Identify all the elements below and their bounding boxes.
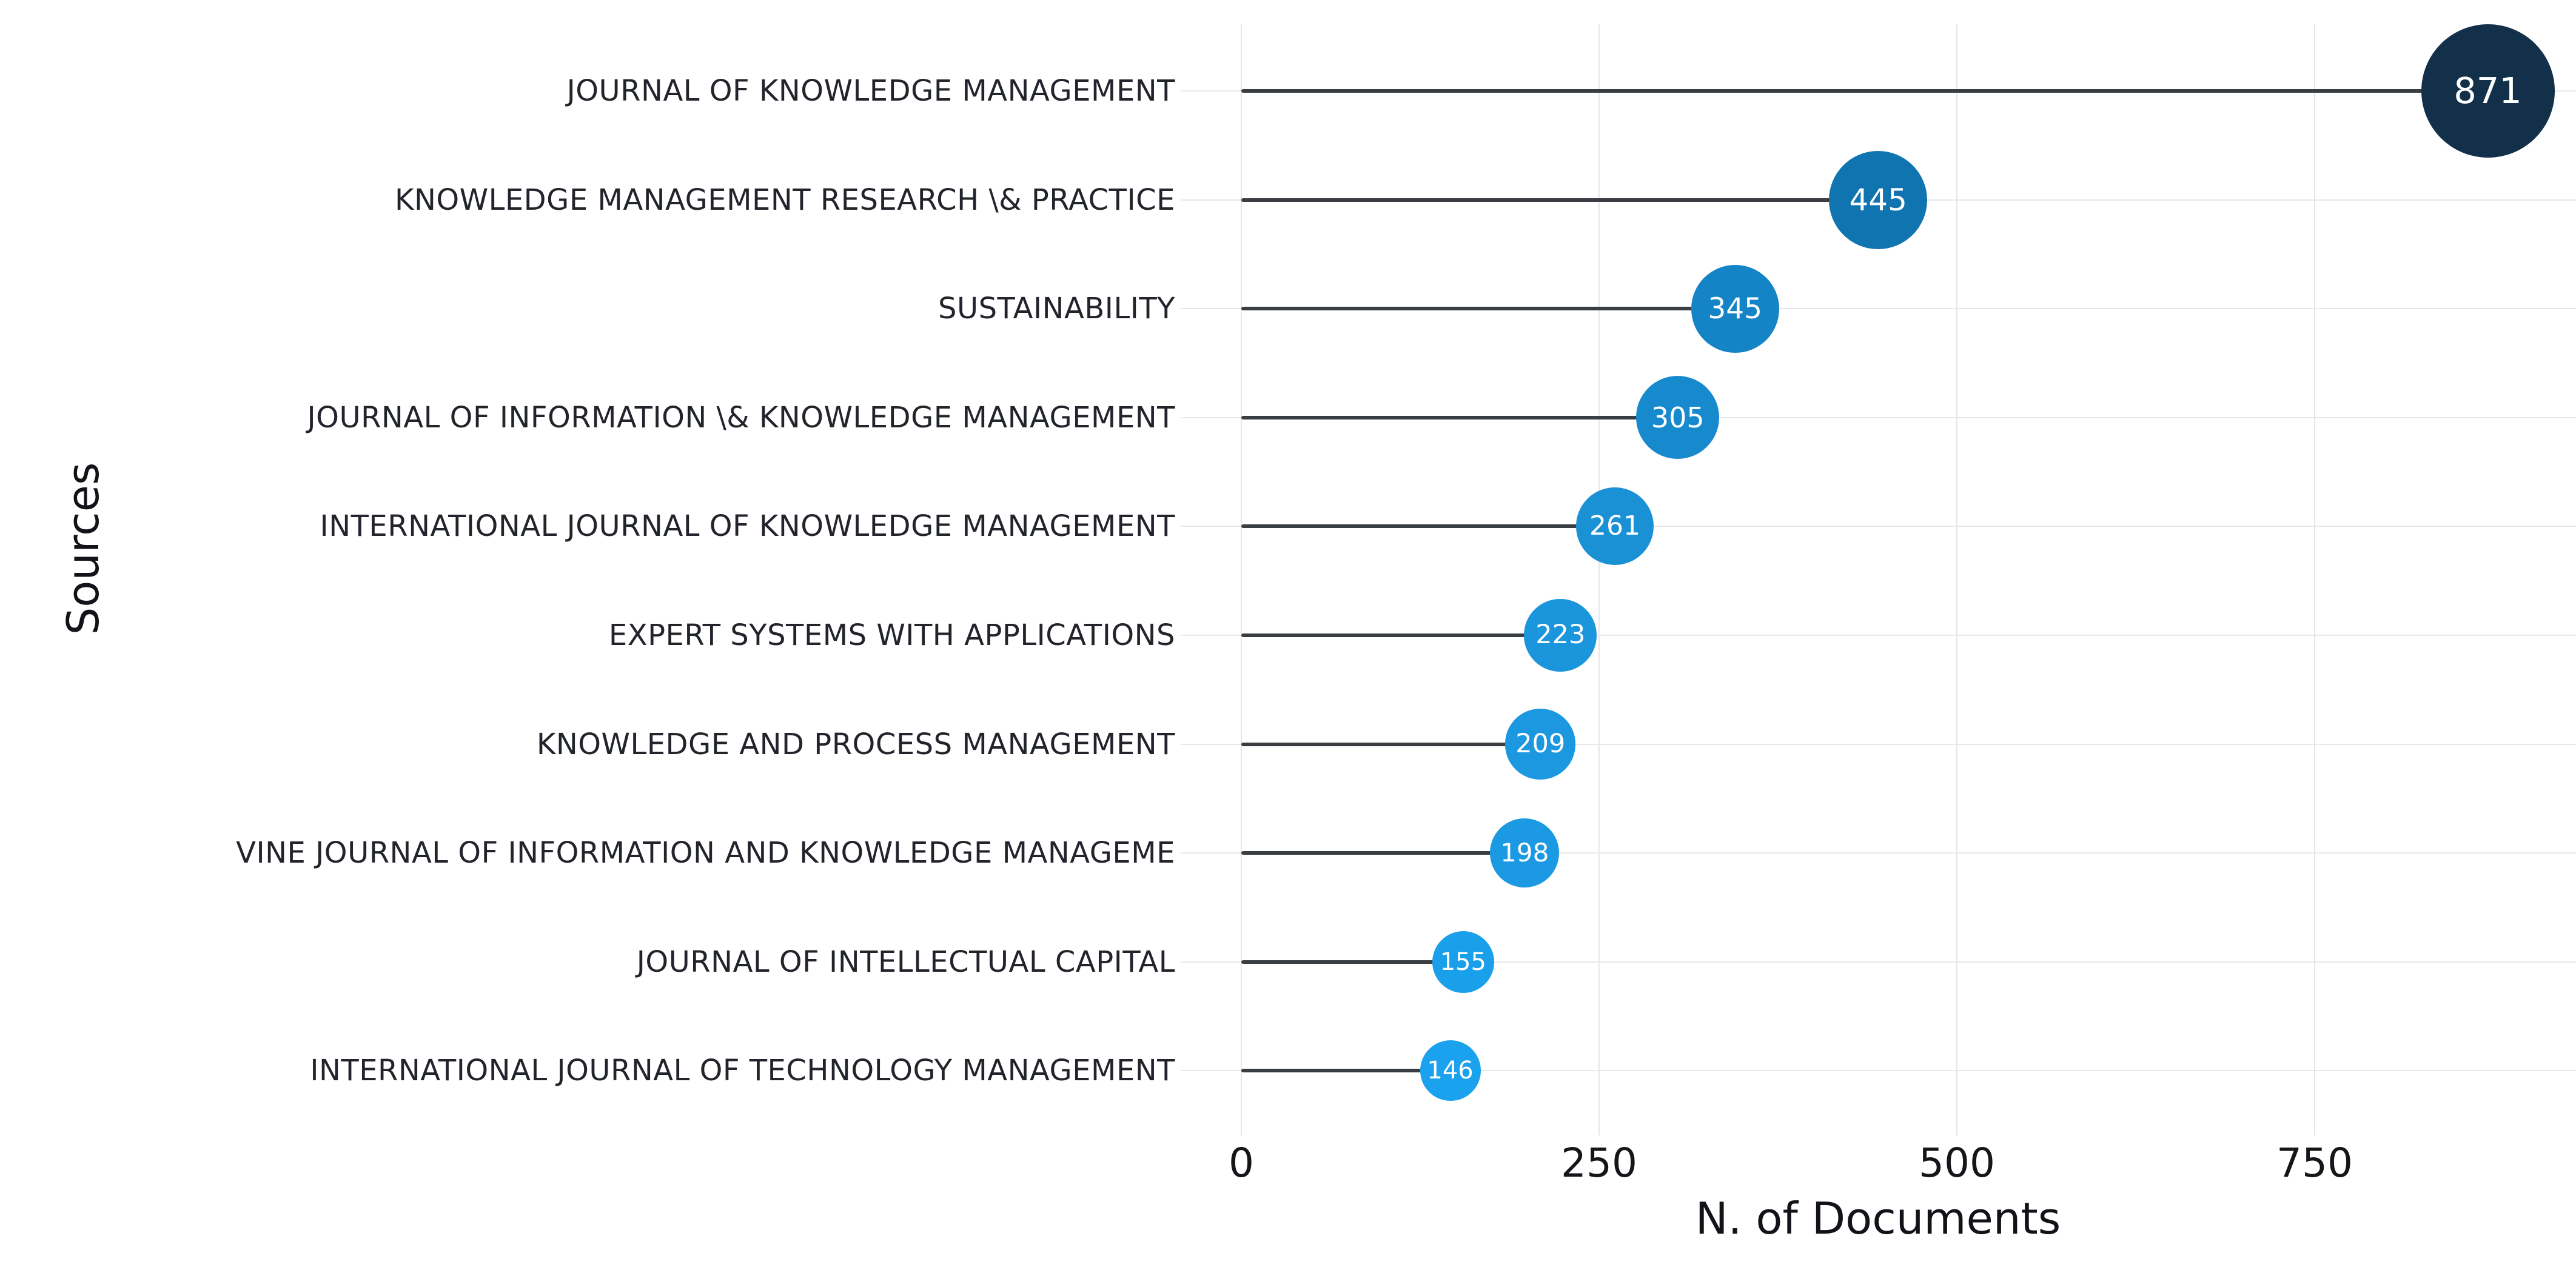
x-gridline	[1956, 24, 1957, 1135]
row-gridline	[1181, 1070, 2576, 1072]
stem-line	[1241, 524, 1615, 529]
source-label: INTERNATIONAL JOURNAL OF TECHNOLOGY MANA…	[310, 1054, 1175, 1088]
bubble-value: 871	[2454, 70, 2522, 112]
data-point-bubble[interactable]: 198	[1490, 818, 1560, 888]
source-label: EXPERT SYSTEMS WITH APPLICATIONS	[608, 618, 1175, 652]
stem-line	[1241, 198, 1879, 202]
source-label: SUSTAINABILITY	[937, 292, 1175, 326]
bubble-value: 445	[1849, 182, 1907, 218]
x-axis-title: N. of Documents	[1695, 1193, 2061, 1244]
x-gridline	[2314, 24, 2315, 1135]
stem-line	[1241, 633, 1561, 637]
source-label: VINE JOURNAL OF INFORMATION AND KNOWLEDG…	[236, 836, 1175, 871]
data-point-bubble[interactable]: 223	[1524, 599, 1597, 672]
x-tick-label: 0	[1229, 1140, 1254, 1186]
bubble-value: 345	[1708, 292, 1763, 326]
data-point-bubble[interactable]: 445	[1829, 150, 1928, 249]
data-point-bubble[interactable]: 345	[1691, 264, 1779, 353]
data-point-bubble[interactable]: 305	[1636, 376, 1720, 460]
row-gridline	[1181, 308, 2576, 310]
stem-line	[1241, 742, 1541, 746]
row-gridline	[1181, 743, 2576, 745]
bubble-value: 146	[1427, 1057, 1474, 1085]
bubble-value: 209	[1515, 729, 1566, 760]
source-label: INTERNATIONAL JOURNAL OF KNOWLEDGE MANAG…	[320, 509, 1175, 544]
bubble-value: 155	[1440, 947, 1486, 976]
stem-line	[1241, 960, 1463, 964]
row-gridline	[1181, 416, 2576, 418]
source-label: JOURNAL OF KNOWLEDGE MANAGEMENT	[566, 74, 1175, 108]
stem-line	[1241, 89, 2488, 93]
x-tick-label: 750	[2276, 1140, 2353, 1186]
stem-line	[1241, 1069, 1451, 1073]
x-tick-label: 500	[1919, 1140, 1995, 1186]
x-gridline	[1598, 24, 1600, 1135]
stem-line	[1241, 851, 1525, 855]
source-label: KNOWLEDGE AND PROCESS MANAGEMENT	[536, 727, 1175, 761]
bubble-value: 223	[1535, 620, 1586, 650]
row-gridline	[1181, 961, 2576, 963]
bubble-value: 261	[1589, 510, 1640, 542]
row-gridline	[1181, 635, 2576, 636]
data-point-bubble[interactable]: 261	[1575, 487, 1654, 566]
y-axis-title: Sources	[58, 462, 109, 635]
row-gridline	[1181, 526, 2576, 527]
row-gridline	[1181, 852, 2576, 854]
source-label: JOURNAL OF INTELLECTUAL CAPITAL	[636, 944, 1175, 979]
data-point-bubble[interactable]: 146	[1420, 1040, 1481, 1101]
bubble-value: 305	[1651, 401, 1705, 434]
stem-line	[1241, 415, 1678, 419]
stem-line	[1241, 307, 1736, 311]
bubble-value: 198	[1500, 838, 1549, 868]
data-point-bubble[interactable]: 209	[1505, 709, 1576, 780]
x-gridline	[1241, 24, 1242, 1135]
source-label: JOURNAL OF INFORMATION \& KNOWLEDGE MANA…	[307, 400, 1175, 435]
source-label: KNOWLEDGE MANAGEMENT RESEARCH \& PRACTIC…	[394, 182, 1175, 217]
data-point-bubble[interactable]: 155	[1432, 931, 1495, 994]
x-tick-label: 250	[1561, 1140, 1637, 1186]
data-point-bubble[interactable]: 871	[2421, 24, 2555, 158]
